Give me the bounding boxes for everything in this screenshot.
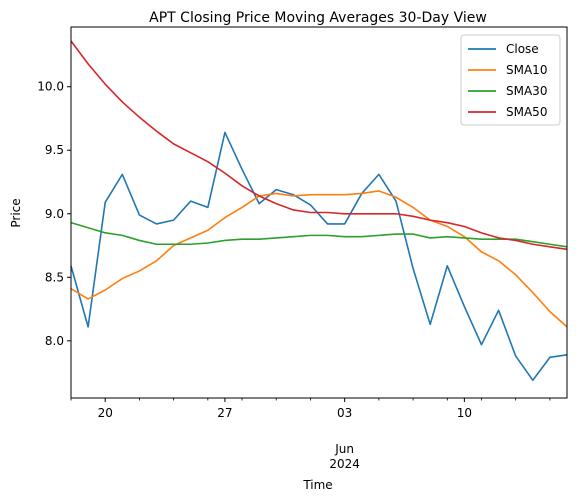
y-axis: 8.0 8.5 9.0 9.5 10.0 xyxy=(37,80,71,348)
x-tick-label: 10 xyxy=(457,406,472,420)
legend-label-sma30: SMA30 xyxy=(506,84,547,98)
series-line-sma10 xyxy=(70,190,568,328)
legend-box xyxy=(460,34,561,126)
series-line-close xyxy=(70,131,568,382)
legend: Close SMA10 SMA30 SMA50 xyxy=(460,34,561,126)
y-tick-label: 10.0 xyxy=(37,80,64,94)
y-tick-label: 8.0 xyxy=(45,334,64,348)
x-tick-label: 27 xyxy=(217,406,232,420)
legend-label-sma50: SMA50 xyxy=(506,105,547,119)
series-lines xyxy=(70,40,568,382)
legend-label-close: Close xyxy=(506,42,539,56)
y-tick-label: 9.5 xyxy=(45,143,64,157)
series-line-sma30 xyxy=(70,221,568,248)
y-tick-label: 9.0 xyxy=(45,207,64,221)
x-tick-label: 20 xyxy=(98,406,113,420)
legend-label-sma10: SMA10 xyxy=(506,63,547,77)
y-tick-label: 8.5 xyxy=(45,270,64,284)
y-axis-label: Price xyxy=(9,198,23,227)
plot-frame xyxy=(70,26,568,399)
series-line-sma50 xyxy=(70,40,568,251)
x-secondary-year: 2024 xyxy=(329,457,360,471)
x-axis: 20 27 03 10 xyxy=(70,398,551,420)
x-secondary-month: Jun xyxy=(334,442,354,456)
x-tick-label: 03 xyxy=(337,406,352,420)
x-axis-label: Time xyxy=(302,478,332,492)
chart-title: APT Closing Price Moving Averages 30-Day… xyxy=(149,10,487,26)
